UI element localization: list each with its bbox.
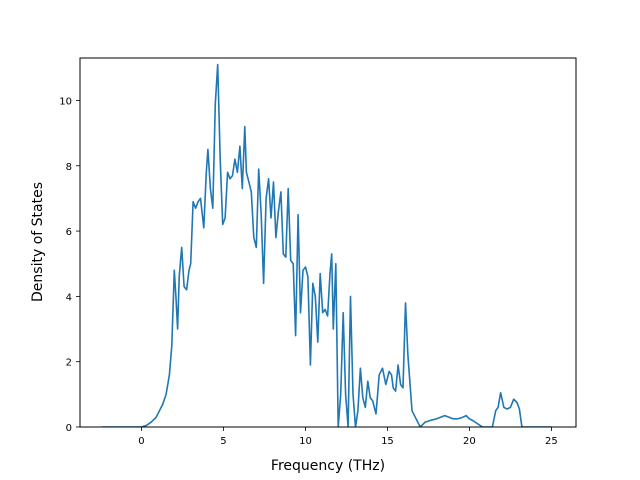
y-tick-label: 8: [66, 162, 72, 173]
y-tick-label: 10: [59, 96, 72, 107]
x-tick-label: 5: [220, 436, 226, 447]
x-tick-label: 20: [463, 436, 476, 447]
y-tick-label: 0: [66, 423, 72, 434]
y-tick-label: 6: [66, 227, 72, 238]
x-axis-ticks: 0 5 10 15 20 25: [138, 427, 558, 447]
y-axis-label: Density of States: [30, 182, 46, 302]
dos-series-line: [102, 63, 552, 427]
x-axis-label: Frequency (THz): [271, 458, 385, 474]
y-axis-ticks: 0 2 4 6 8 10: [59, 96, 80, 434]
x-tick-label: 15: [381, 436, 394, 447]
y-tick-label: 4: [66, 292, 72, 303]
plot-line-group: [102, 63, 552, 427]
plot-frame: [79, 57, 577, 428]
x-tick-label: 25: [545, 436, 558, 447]
y-tick-label: 2: [66, 358, 72, 369]
x-tick-label: 10: [299, 436, 312, 447]
x-tick-label: 0: [138, 436, 144, 447]
